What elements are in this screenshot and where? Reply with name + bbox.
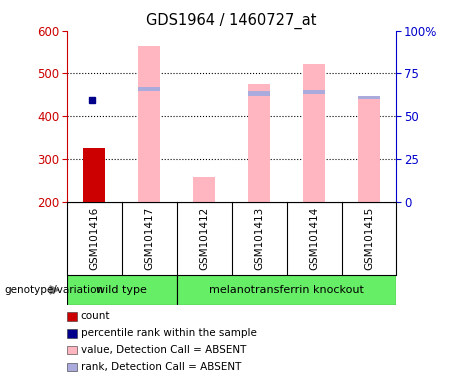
Bar [193,177,215,202]
Bar [138,87,160,91]
Text: wild type: wild type [96,285,147,295]
Text: melanotransferrin knockout: melanotransferrin knockout [209,285,364,295]
Text: rank, Detection Call = ABSENT: rank, Detection Call = ABSENT [81,362,241,372]
Bar [358,96,380,99]
Text: value, Detection Call = ABSENT: value, Detection Call = ABSENT [81,345,246,355]
Text: GSM101412: GSM101412 [199,207,209,270]
Bar [248,91,270,96]
Text: count: count [81,311,110,321]
Text: GSM101417: GSM101417 [144,207,154,270]
Text: GSM101413: GSM101413 [254,207,264,270]
Text: GSM101414: GSM101414 [309,207,319,270]
Text: genotype/variation: genotype/variation [5,285,104,295]
Bar [248,84,270,202]
Bar [177,275,396,305]
Text: percentile rank within the sample: percentile rank within the sample [81,328,257,338]
Bar [83,148,105,202]
Bar [303,64,325,202]
Text: GSM101416: GSM101416 [89,207,99,270]
Text: GSM101415: GSM101415 [364,207,374,270]
Title: GDS1964 / 1460727_at: GDS1964 / 1460727_at [147,13,317,29]
Bar [138,46,160,202]
Bar [67,275,177,305]
Bar [358,98,380,202]
Bar [303,90,325,94]
